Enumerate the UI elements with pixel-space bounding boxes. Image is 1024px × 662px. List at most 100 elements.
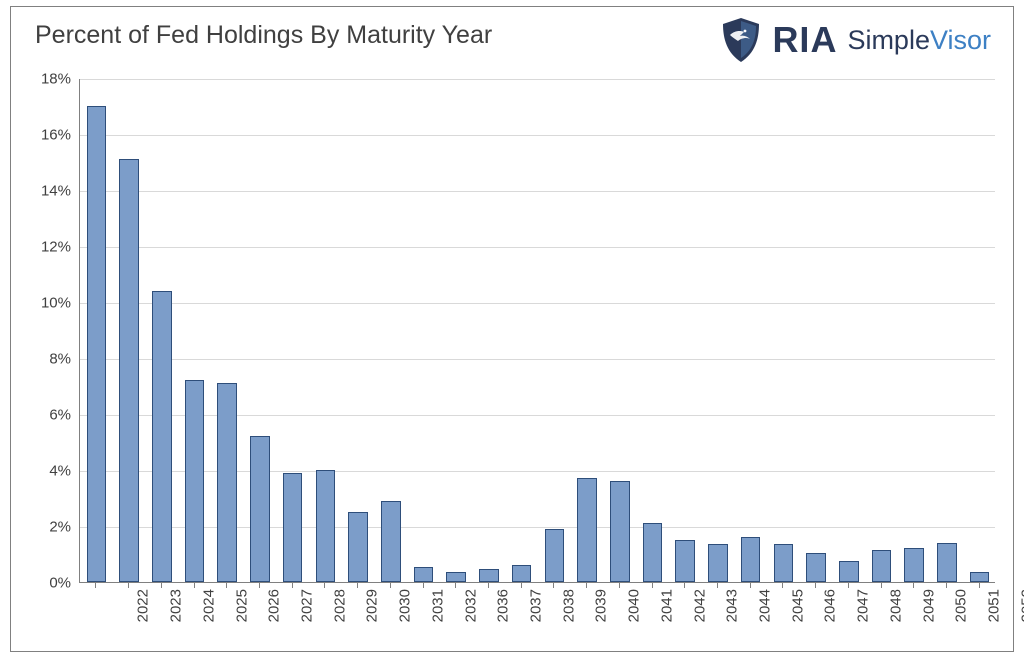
bar: [119, 159, 139, 582]
x-tick-mark: [128, 583, 129, 588]
x-tick-mark: [455, 583, 456, 588]
y-tick-label: 4%: [21, 463, 71, 480]
bar: [250, 436, 270, 582]
x-tick-mark: [423, 583, 424, 588]
chart-title: Percent of Fed Holdings By Maturity Year: [35, 21, 492, 50]
bar: [774, 544, 794, 582]
x-tick-label: 2037: [527, 589, 544, 622]
x-tick-mark: [684, 583, 685, 588]
y-tick-label: 18%: [21, 71, 71, 88]
x-tick-mark: [782, 583, 783, 588]
x-tick-label: 2023: [167, 589, 184, 622]
bar: [610, 481, 630, 582]
bar: [937, 543, 957, 582]
bar: [479, 569, 499, 582]
x-tick-label: 2036: [495, 589, 512, 622]
x-tick-label: 2046: [822, 589, 839, 622]
bar: [316, 470, 336, 582]
bar: [414, 567, 434, 582]
x-tick-mark: [979, 583, 980, 588]
x-tick-mark: [619, 583, 620, 588]
bar: [217, 383, 237, 582]
x-tick-mark: [292, 583, 293, 588]
y-tick-label: 10%: [21, 295, 71, 312]
x-tick-mark: [488, 583, 489, 588]
bar: [675, 540, 695, 582]
x-tick-mark: [357, 583, 358, 588]
x-tick-label: 2038: [560, 589, 577, 622]
chart-frame: Percent of Fed Holdings By Maturity Year…: [10, 6, 1014, 652]
x-tick-mark: [586, 583, 587, 588]
bar: [185, 380, 205, 582]
x-tick-mark: [652, 583, 653, 588]
x-tick-mark: [161, 583, 162, 588]
x-tick-label: 2024: [200, 589, 217, 622]
x-tick-label: 2043: [724, 589, 741, 622]
bar: [283, 473, 303, 582]
x-tick-mark: [815, 583, 816, 588]
x-tick-mark: [521, 583, 522, 588]
bar: [512, 565, 532, 582]
x-tick-label: 2052: [1018, 589, 1024, 622]
x-tick-label: 2051: [985, 589, 1002, 622]
x-tick-label: 2032: [462, 589, 479, 622]
y-tick-label: 14%: [21, 183, 71, 200]
x-tick-mark: [848, 583, 849, 588]
x-tick-label: 2029: [364, 589, 381, 622]
bar: [446, 572, 466, 582]
bar: [348, 512, 368, 582]
bar: [839, 561, 859, 582]
bar: [381, 501, 401, 582]
x-tick-mark: [913, 583, 914, 588]
x-tick-mark: [259, 583, 260, 588]
bar: [970, 572, 990, 582]
x-tick-mark: [750, 583, 751, 588]
bar: [806, 553, 826, 582]
bar: [545, 529, 565, 582]
x-tick-label: 2039: [593, 589, 610, 622]
brand-logo: RIA SimpleVisor: [720, 17, 991, 63]
x-tick-label: 2030: [396, 589, 413, 622]
x-tick-mark: [194, 583, 195, 588]
x-tick-label: 2048: [887, 589, 904, 622]
x-tick-mark: [95, 583, 96, 588]
x-tick-label: 2028: [331, 589, 348, 622]
shield-icon: [720, 17, 762, 63]
x-tick-label: 2041: [658, 589, 675, 622]
bars-container: [80, 79, 995, 582]
bar: [741, 537, 761, 582]
x-tick-label: 2040: [625, 589, 642, 622]
x-tick-label: 2026: [266, 589, 283, 622]
x-tick-mark: [881, 583, 882, 588]
x-tick-label: 2050: [953, 589, 970, 622]
x-tick-mark: [390, 583, 391, 588]
y-tick-label: 8%: [21, 351, 71, 368]
y-tick-label: 0%: [21, 575, 71, 592]
bar: [577, 478, 597, 582]
bar: [708, 544, 728, 582]
y-tick-label: 16%: [21, 127, 71, 144]
x-tick-label: 2045: [789, 589, 806, 622]
x-tick-label: 2022: [135, 589, 152, 622]
bar: [87, 106, 107, 582]
y-tick-label: 6%: [21, 407, 71, 424]
x-tick-label: 2025: [233, 589, 250, 622]
x-tick-mark: [946, 583, 947, 588]
x-tick-mark: [553, 583, 554, 588]
y-tick-label: 12%: [21, 239, 71, 256]
x-tick-label: 2049: [920, 589, 937, 622]
x-tick-label: 2027: [298, 589, 315, 622]
x-tick-mark: [226, 583, 227, 588]
y-tick-label: 2%: [21, 519, 71, 536]
bar: [643, 523, 663, 582]
bar: [152, 291, 172, 582]
x-tick-mark: [324, 583, 325, 588]
x-tick-label: 2047: [854, 589, 871, 622]
logo-text-ria: RIA: [772, 22, 837, 58]
bar: [872, 550, 892, 582]
plot-area: [79, 79, 995, 583]
x-tick-label: 2044: [756, 589, 773, 622]
x-tick-label: 2031: [429, 589, 446, 622]
x-tick-mark: [717, 583, 718, 588]
bar: [904, 548, 924, 582]
